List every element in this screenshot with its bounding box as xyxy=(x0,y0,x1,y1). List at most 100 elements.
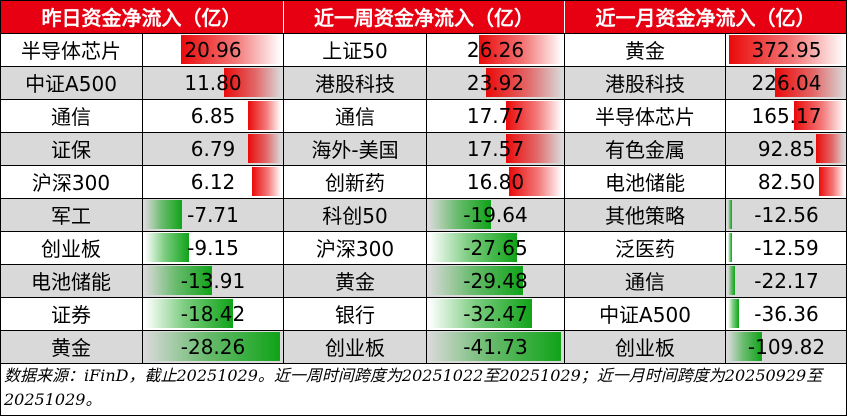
outflow-bar xyxy=(145,332,281,361)
row-name: 创新药 xyxy=(284,165,427,198)
outflow-bar xyxy=(429,299,533,328)
inflow-bar xyxy=(224,68,281,97)
row-name: 通信 xyxy=(0,99,143,132)
row-value: -19.64 xyxy=(463,202,528,227)
row-value-cell: 11.80 xyxy=(143,66,284,99)
inflow-bar xyxy=(506,134,562,163)
inflow-bar xyxy=(793,101,845,130)
outflow-bar xyxy=(728,233,732,262)
row-value: 6.12 xyxy=(190,169,236,194)
row-value: 226.04 xyxy=(751,70,822,95)
panel-header-3: 近一月资金净流入（亿） xyxy=(565,0,847,33)
row-name: 军工 xyxy=(0,198,143,231)
table-row: 电池储能 -13.91 黄金 -29.48 通信 -22.17 xyxy=(0,264,847,297)
table-row: 中证A500 11.80 港股科技 23.92 港股科技 226.04 xyxy=(0,66,847,99)
row-divider xyxy=(0,264,847,265)
inflow-bar xyxy=(728,35,845,64)
row-divider xyxy=(0,363,847,364)
inflow-bar xyxy=(180,35,281,64)
row-name: 中证A500 xyxy=(565,297,726,330)
row-name: 银行 xyxy=(284,297,427,330)
source-footnote: 数据来源：iFinD，截止20251029。近一周时间跨度为20251022至2… xyxy=(4,366,823,409)
row-value-cell: 6.12 xyxy=(143,165,284,198)
outflow-bar xyxy=(145,299,234,328)
row-value-cell: 6.79 xyxy=(143,132,284,165)
row-name: 电池储能 xyxy=(565,165,726,198)
row-value: 20.96 xyxy=(184,37,242,62)
row-divider xyxy=(0,132,847,133)
table-row: 证保 6.79 海外-美国 17.57 有色金属 92.85 xyxy=(0,132,847,165)
row-value: 11.80 xyxy=(184,70,242,95)
row-name: 半导体芯片 xyxy=(565,99,726,132)
row-divider xyxy=(0,297,847,298)
row-value: 26.26 xyxy=(466,37,525,62)
table-row: 通信 6.85 通信 17.77 半导体芯片 165.17 xyxy=(0,99,847,132)
inflow-bar xyxy=(819,167,845,196)
row-name: 其他策略 xyxy=(565,198,726,231)
row-value: -28.26 xyxy=(180,334,246,359)
inflow-bar xyxy=(251,167,281,196)
row-divider xyxy=(0,165,847,166)
row-value-cell: -41.73 xyxy=(427,330,565,363)
table-row: 黄金 -28.26 创业板 -41.73 创业板 -109.82 xyxy=(0,330,847,363)
row-name: 创业板 xyxy=(284,330,427,363)
inflow-bar xyxy=(508,167,562,196)
row-value: 165.17 xyxy=(751,103,822,128)
row-name: 中证A500 xyxy=(0,66,143,99)
row-value: -12.56 xyxy=(754,202,819,227)
outflow-bar xyxy=(728,332,763,361)
table-row: 证券 -18.42 银行 -32.47 中证A500 -36.36 xyxy=(0,297,847,330)
panel-header-1: 昨日资金净流入（亿） xyxy=(0,0,284,33)
row-value: -109.82 xyxy=(747,334,826,359)
row-value-cell: -29.48 xyxy=(427,264,565,297)
inflow-bar xyxy=(478,35,562,64)
row-divider xyxy=(0,99,847,100)
table-row: 创业板 -9.15 沪深300 -27.65 泛医药 -12.59 xyxy=(0,231,847,264)
row-value-cell: -32.47 xyxy=(427,297,565,330)
row-value: -13.91 xyxy=(180,268,246,293)
row-name: 泛医药 xyxy=(565,231,726,264)
outflow-bar xyxy=(429,332,562,361)
row-value-cell: -9.15 xyxy=(143,231,284,264)
row-name: 黄金 xyxy=(284,264,427,297)
row-value-cell: 16.80 xyxy=(427,165,565,198)
row-value: 92.85 xyxy=(757,136,816,161)
outflow-bar xyxy=(429,200,492,229)
row-value: -9.15 xyxy=(187,235,239,260)
row-name: 通信 xyxy=(565,264,726,297)
row-name: 港股科技 xyxy=(565,66,726,99)
row-value: 6.79 xyxy=(190,136,236,161)
row-value-cell: 20.96 xyxy=(143,33,284,66)
row-name: 沪深300 xyxy=(284,231,427,264)
row-value: 6.85 xyxy=(190,103,236,128)
row-name: 通信 xyxy=(284,99,427,132)
outflow-bar xyxy=(429,233,517,262)
inflow-bar xyxy=(816,134,845,163)
inflow-bar xyxy=(486,68,562,97)
row-value-cell: 226.04 xyxy=(726,66,847,99)
outflow-bar xyxy=(429,266,523,295)
row-name: 黄金 xyxy=(565,33,726,66)
row-value-cell: -12.56 xyxy=(726,198,847,231)
row-value: 82.50 xyxy=(757,169,816,194)
row-value: 17.77 xyxy=(466,103,525,128)
row-value: -12.59 xyxy=(754,235,819,260)
table-row: 沪深300 6.12 创新药 16.80 电池储能 82.50 xyxy=(0,165,847,198)
row-divider xyxy=(0,66,847,67)
row-name: 黄金 xyxy=(0,330,143,363)
outflow-bar xyxy=(145,266,212,295)
row-value-cell: 372.95 xyxy=(726,33,847,66)
row-divider xyxy=(0,33,847,34)
row-value-cell: -18.42 xyxy=(143,297,284,330)
row-name: 沪深300 xyxy=(0,165,143,198)
outflow-bar xyxy=(145,200,182,229)
row-value: -27.65 xyxy=(463,235,528,260)
row-name: 证保 xyxy=(0,132,143,165)
row-value-cell: 92.85 xyxy=(726,132,847,165)
row-name: 海外-美国 xyxy=(284,132,427,165)
row-value: -32.47 xyxy=(463,301,528,326)
inflow-bar xyxy=(774,68,845,97)
row-value-cell: 17.77 xyxy=(427,99,565,132)
table-row: 半导体芯片 20.96 上证50 26.26 黄金 372.95 xyxy=(0,33,847,66)
row-value: -29.48 xyxy=(463,268,528,293)
